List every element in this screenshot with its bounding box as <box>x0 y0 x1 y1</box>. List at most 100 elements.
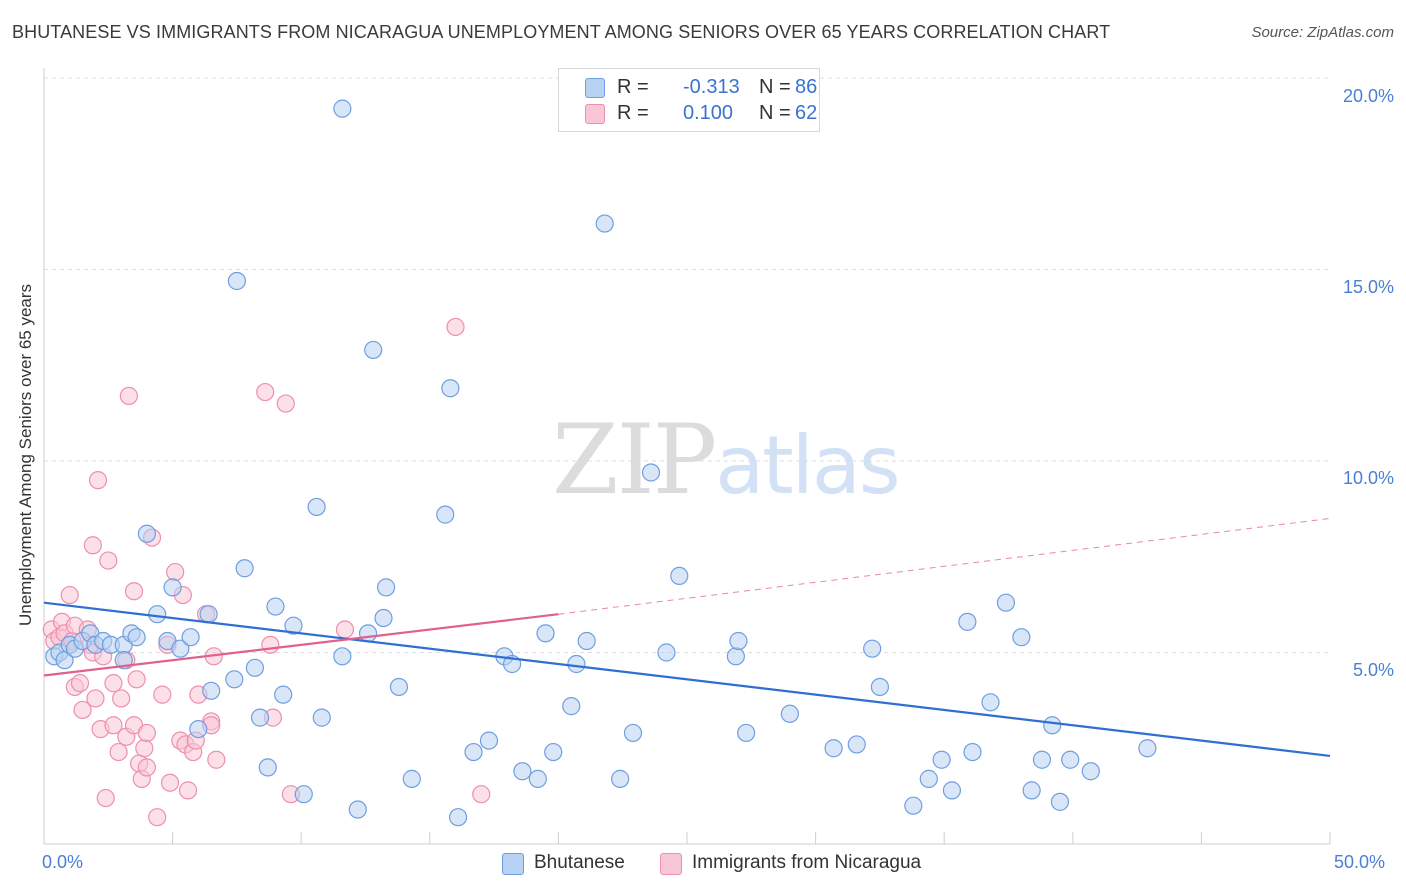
bhutanese-point <box>436 505 455 524</box>
bhutanese-point <box>641 463 661 482</box>
bhutanese-point <box>227 271 246 291</box>
nicaragua-point <box>83 536 102 555</box>
nicaragua-point <box>109 742 128 762</box>
axes <box>43 68 1331 845</box>
bhutanese-point <box>1050 792 1070 811</box>
bhutanese-point <box>235 559 254 578</box>
nicaragua-point <box>160 773 180 792</box>
bhutanese-point <box>202 681 221 700</box>
bottom-legend-swatch-bhutanese <box>502 853 524 875</box>
bhutanese-point <box>245 658 265 677</box>
nicaragua-point <box>96 788 115 808</box>
legend-r-value: -0.313 <box>683 76 740 98</box>
nicaragua-point <box>178 781 198 800</box>
nicaragua-point <box>119 386 138 405</box>
chart-title: BHUTANESE VS IMMIGRANTS FROM NICARAGUA U… <box>12 22 1111 42</box>
nicaragua-point <box>73 700 92 720</box>
source-label: Source: ZipAtlas.com <box>1251 24 1394 41</box>
bhutanese-point <box>623 723 643 743</box>
bhutanese-point <box>824 739 843 758</box>
watermark: ZIPatlas <box>552 404 901 516</box>
bhutanese-point <box>374 608 393 628</box>
nicaragua-point <box>261 635 280 654</box>
bhutanese-point <box>1022 781 1041 800</box>
bhutanese-point <box>266 597 285 616</box>
bhutanese-point <box>544 742 563 762</box>
bhutanese-point <box>1061 750 1080 769</box>
bhutanese-point <box>402 769 421 788</box>
x-tick-50: 50.0% <box>1334 852 1386 872</box>
bhutanese-point <box>364 340 383 360</box>
y-tick-15: 15.0% <box>1342 277 1394 297</box>
nicaragua-point <box>166 562 185 582</box>
y-tick-5: 5.0% <box>1352 660 1394 680</box>
trend-line-nicaragua-dashed <box>558 517 1331 615</box>
bhutanese-point <box>942 781 962 800</box>
bhutanese-point <box>294 785 313 804</box>
y-tick-20: 20.0% <box>1342 86 1394 106</box>
bhutanese-point <box>963 742 982 762</box>
bhutanese-point <box>737 723 756 743</box>
watermark-atlas: atlas <box>715 419 900 512</box>
trend-lines <box>43 517 1331 758</box>
bhutanese-point <box>528 769 547 788</box>
bhutanese-point <box>595 214 614 233</box>
bhutanese-point <box>250 708 270 727</box>
bhutanese-point <box>958 612 977 631</box>
bhutanese-point <box>163 578 182 597</box>
bhutanese-point <box>376 578 396 597</box>
bhutanese-point <box>274 685 293 704</box>
bhutanese-point <box>657 643 676 662</box>
bhutanese-point <box>1081 762 1100 781</box>
bhutanese-point <box>1012 628 1031 647</box>
bhutanese-point <box>225 670 244 689</box>
nicaragua-point <box>112 689 131 708</box>
nicaragua-point <box>104 674 123 693</box>
bhutanese-point <box>464 742 483 762</box>
bhutanese-point <box>981 693 1000 712</box>
nicaragua-point <box>70 674 90 693</box>
bottom-legend-label-bhutanese: Bhutanese <box>534 852 625 873</box>
nicaragua-point <box>88 471 108 490</box>
bhutanese-point <box>199 605 218 624</box>
legend-n-value: 86 <box>795 76 818 98</box>
bhutanese-point <box>870 677 890 697</box>
nicaragua-point <box>207 750 226 769</box>
legend-swatch-nicaragua <box>585 104 605 124</box>
bhutanese-point <box>847 735 866 754</box>
bhutanese-point <box>181 628 200 647</box>
bhutanese-point <box>996 593 1016 612</box>
bhutanese-point <box>1032 750 1052 769</box>
nicaragua-point <box>127 670 146 689</box>
legend-r-label: R = <box>617 76 649 98</box>
bhutanese-point <box>333 99 352 118</box>
bhutanese-point <box>567 654 586 674</box>
bhutanese-point <box>670 566 689 586</box>
watermark-zip: ZIP <box>552 404 717 516</box>
bhutanese-point <box>127 628 146 647</box>
nicaragua-point <box>153 685 172 704</box>
nicaragua-point <box>99 551 118 570</box>
nicaragua-point <box>148 808 167 827</box>
bhutanese-point <box>577 631 596 651</box>
nicaragua-point <box>60 585 79 605</box>
nicaragua-point <box>446 317 465 337</box>
bhutanese-point <box>312 708 331 727</box>
nicaragua-point <box>472 785 491 804</box>
nicaragua-point <box>135 739 154 758</box>
bhutanese-point <box>441 379 460 398</box>
y-axis-label: Unemployment Among Seniors over 65 years <box>16 283 35 627</box>
bhutanese-point <box>189 719 208 739</box>
nicaragua-point <box>137 758 156 777</box>
nicaragua-point <box>137 723 156 743</box>
legend-n-value: 62 <box>795 102 818 124</box>
bhutanese-point <box>1043 716 1062 735</box>
bhutanese-point <box>780 704 799 723</box>
bhutanese-point <box>932 750 951 769</box>
bhutanese-point <box>729 631 748 651</box>
legend-n-label: N = <box>759 102 791 124</box>
nicaragua-point <box>256 382 275 402</box>
x-tick-0: 0.0% <box>42 852 84 872</box>
bhutanese-point <box>479 731 499 750</box>
